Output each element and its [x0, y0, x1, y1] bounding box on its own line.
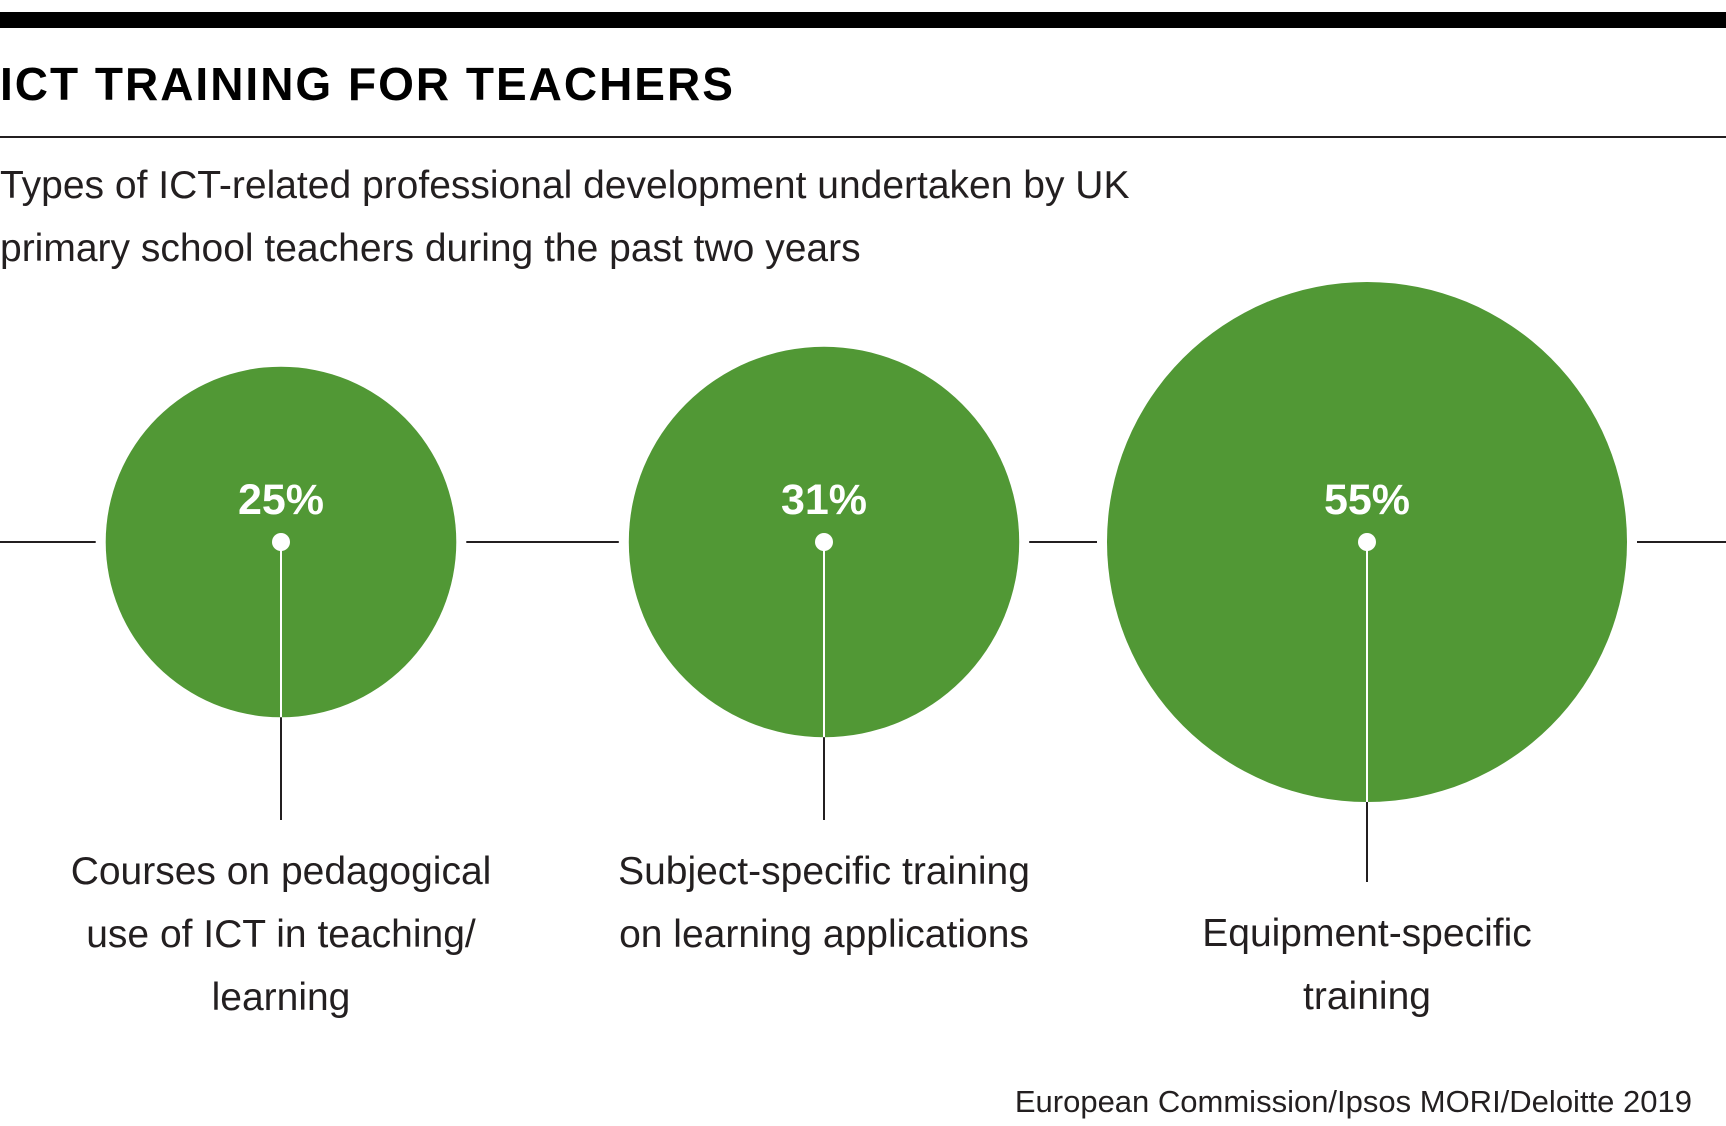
category-label-2: Subject-specific training on learning app…: [618, 850, 1030, 956]
center-dot-1: [272, 533, 290, 551]
category-label-2-line-2: on learning applications: [619, 913, 1029, 956]
center-dot-2: [815, 533, 833, 551]
center-dot-3: [1358, 533, 1376, 551]
source-credit: European Commission/Ipsos MORI/Deloitte …: [1014, 1084, 1692, 1119]
category-label-3-line-2: training: [1303, 975, 1431, 1018]
title-divider: [0, 136, 1726, 138]
category-label-1-line-2: use of ICT in teaching/: [86, 913, 476, 956]
value-label-3: 55%: [1324, 476, 1410, 524]
chart-subtitle: Types of ICT-related professional develo…: [0, 164, 1130, 270]
category-label-2-line-1: Subject-specific training: [618, 850, 1030, 893]
category-label-1-line-1: Courses on pedagogical: [71, 850, 492, 893]
category-label-1-line-3: learning: [212, 976, 351, 1019]
chart-title: ICT TRAINING FOR TEACHERS: [0, 58, 735, 110]
value-label-2: 31%: [781, 476, 867, 524]
category-label-1: Courses on pedagogical use of ICT in teac…: [71, 850, 492, 1019]
category-label-3: Equipment-specific training: [1202, 912, 1531, 1018]
value-label-1: 25%: [238, 476, 324, 524]
top-rule: [0, 12, 1726, 28]
category-label-3-line-1: Equipment-specific: [1202, 912, 1531, 955]
